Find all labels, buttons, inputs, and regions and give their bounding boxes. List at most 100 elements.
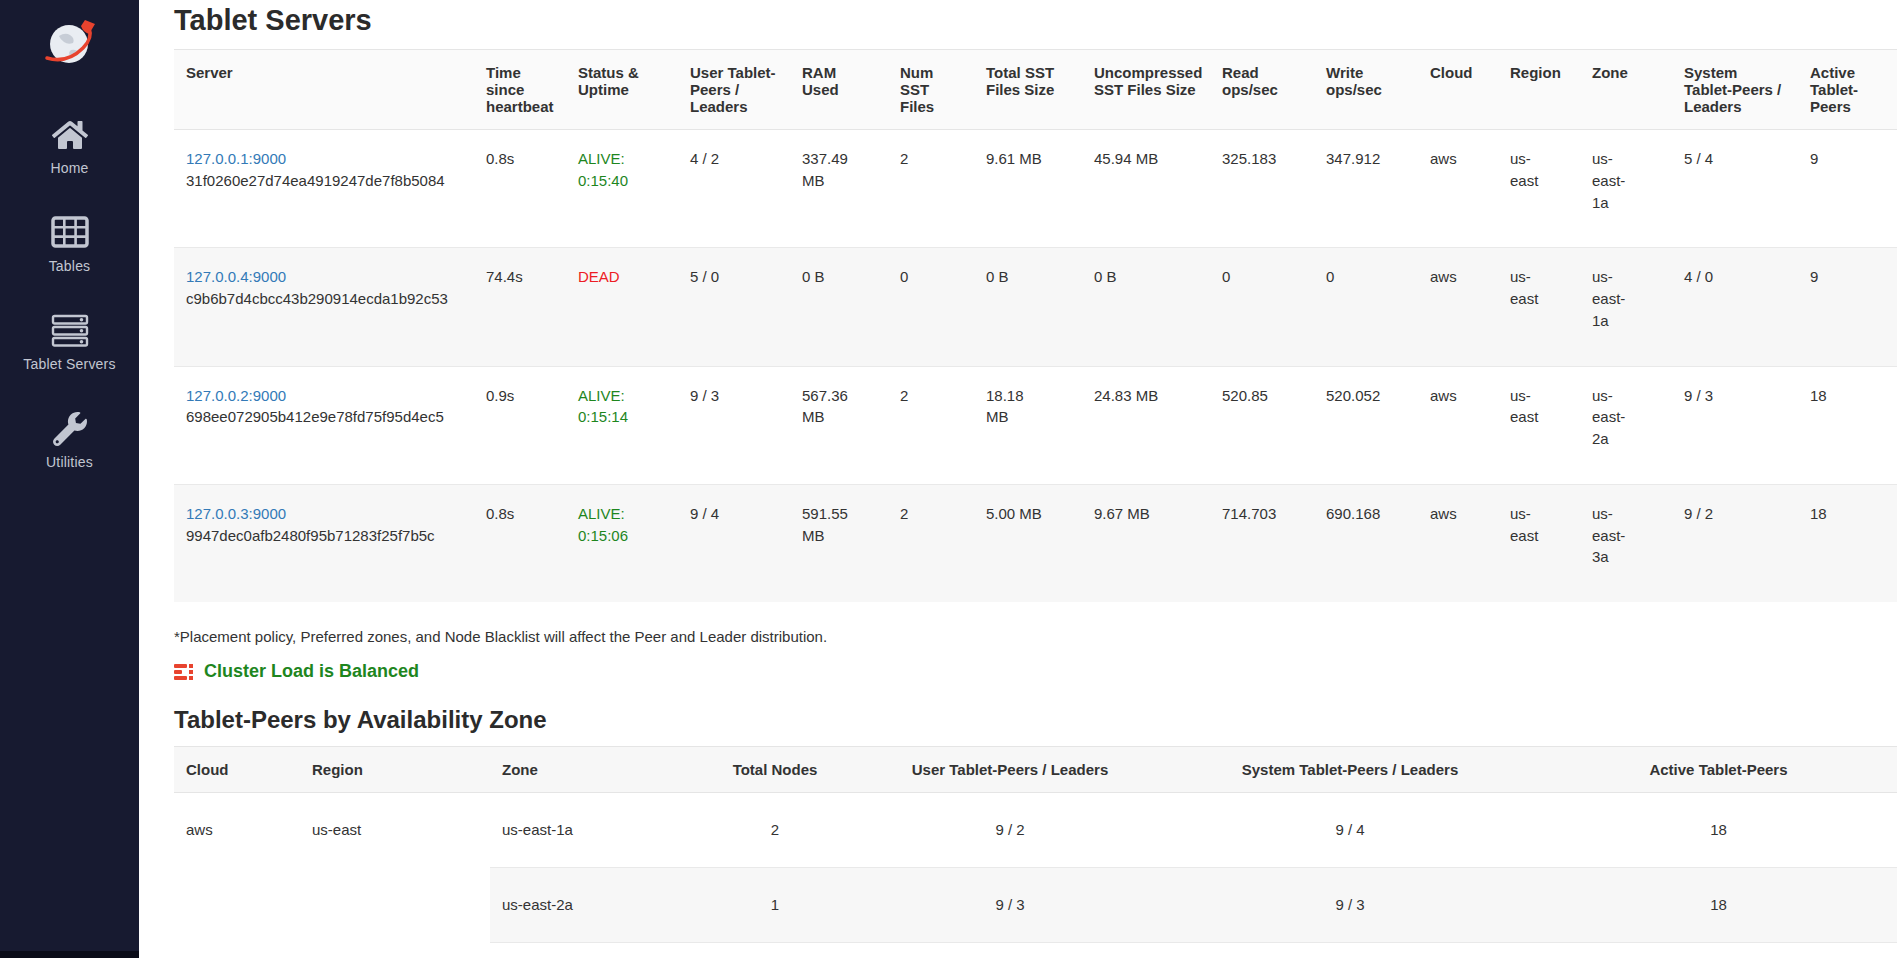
server-cell: 127.0.0.1:9000 31f0260e27d74ea4919247de7… [174,130,474,248]
system-peers-cell: 9 / 2 [1672,484,1798,602]
load-balancer-icon [174,663,194,680]
table-row: 127.0.0.2:9000 698ee072905b412e9e78fd75f… [174,366,1897,484]
total-nodes-cell: 1 [690,942,860,958]
ram-cell: 591.55 MB [790,484,888,602]
col-header-total-sst: Total SST Files Size [974,50,1082,130]
cloud-cell: aws [1418,248,1498,366]
total-sst-value: 0 B [986,266,1044,288]
uncompressed-sst-cell: 24.83 MB [1082,366,1210,484]
user-peers-cell: 9 / 3 [678,366,790,484]
system-peers-cell: 5 / 4 [1672,130,1798,248]
az-peers-table: Cloud Region Zone Total Nodes User Table… [174,746,1897,958]
read-ops-cell: 714.703 [1210,484,1314,602]
total-nodes-cell: 2 [690,793,860,868]
write-ops-cell: 0 [1314,248,1418,366]
num-sst-cell: 2 [888,130,974,248]
sidebar-item-label: Utilities [0,454,139,470]
user-peers-cell: 9 / 4 [860,942,1160,958]
zone-cell: us-east-1a [490,793,690,868]
active-peers-cell: 18 [1798,484,1897,602]
yugabyte-logo-icon[interactable] [39,12,101,74]
active-peers-cell: 9 [1798,130,1897,248]
cluster-status-label: Cluster Load is Balanced [204,661,419,682]
col-header-num-sst: Num SST Files [888,50,974,130]
zone-cell: us-east-1a [1580,248,1672,366]
active-peers-cell: 9 [1798,248,1897,366]
sidebar-item-tablet-servers[interactable]: Tablet Servers [0,314,139,372]
server-address-link[interactable]: 127.0.0.1:9000 [186,150,286,167]
write-ops-cell: 347.912 [1314,130,1418,248]
region-cell: us-east [1498,484,1580,602]
heartbeat-cell: 0.9s [474,366,566,484]
col-header-cloud: Cloud [174,747,300,793]
col-header-active-peers: Active Tablet-Peers [1540,747,1897,793]
status-badge: ALIVE: [578,385,666,407]
uncompressed-sst-cell: 45.94 MB [1082,130,1210,248]
user-peers-cell: 9 / 3 [860,867,1160,942]
sidebar-item-utilities[interactable]: Utilities [0,412,139,470]
sidebar-item-label: Tablet Servers [0,356,139,372]
status-badge: ALIVE: [578,148,666,170]
table-row: aws us-east us-east-1a 2 9 / 2 9 / 4 18 [174,793,1897,868]
col-header-zone: Zone [1580,50,1672,130]
ram-value: 591.55 MB [802,503,858,547]
status-cell: ALIVE: 0:15:14 [566,366,678,484]
az-section-title: Tablet-Peers by Availability Zone [174,706,1896,734]
page-title: Tablet Servers [174,4,1896,37]
tablet-servers-table: Server Time since heartbeat Status & Upt… [174,49,1897,602]
sidebar-item-label: Home [0,160,139,176]
server-address-link[interactable]: 127.0.0.3:9000 [186,505,286,522]
cloud-cell: aws [1418,130,1498,248]
server-uuid: 9947dec0afb2480f95b71283f25f7b5c [186,525,462,547]
cloud-cell: aws [1418,366,1498,484]
sidebar-nav: Home Tables [0,118,139,510]
region-cell: us-east [1498,130,1580,248]
col-header-cloud: Cloud [1418,50,1498,130]
servers-table-header-row: Server Time since heartbeat Status & Upt… [174,50,1897,130]
table-row: 127.0.0.1:9000 31f0260e27d74ea4919247de7… [174,130,1897,248]
server-cell: 127.0.0.3:9000 9947dec0afb2480f95b71283f… [174,484,474,602]
region-cell: us-east [300,793,490,958]
ram-value: 0 B [802,266,858,288]
sidebar-item-tables[interactable]: Tables [0,216,139,274]
col-header-system-peers: System Tablet-Peers / Leaders [1672,50,1798,130]
system-peers-cell: 9 / 3 [1160,867,1540,942]
main-content: Tablet Servers Server Time since heartbe… [139,0,1900,958]
total-sst-cell: 5.00 MB [974,484,1082,602]
user-peers-cell: 4 / 2 [678,130,790,248]
region-cell: us-east [1498,248,1580,366]
home-icon [0,118,139,156]
status-cell: ALIVE: 0:15:40 [566,130,678,248]
active-peers-cell: 18 [1540,793,1897,868]
read-ops-cell: 325.183 [1210,130,1314,248]
region-value: us-east [1510,148,1546,192]
ram-cell: 0 B [790,248,888,366]
table-row: 127.0.0.3:9000 9947dec0afb2480f95b71283f… [174,484,1897,602]
active-peers-cell: 18 [1798,366,1897,484]
col-header-user-peers: User Tablet-Peers / Leaders [860,747,1160,793]
system-peers-cell: 9 / 3 [1672,366,1798,484]
zone-value: us-east-1a [1592,148,1638,213]
col-header-ram: RAM Used [790,50,888,130]
region-cell: us-east [1498,366,1580,484]
ram-cell: 337.49 MB [790,130,888,248]
col-header-active-peers: Active Tablet-Peers [1798,50,1897,130]
sidebar-item-label: Tables [0,258,139,274]
region-value: us-east [1510,503,1546,547]
server-address-link[interactable]: 127.0.0.2:9000 [186,387,286,404]
col-header-user-peers: User Tablet-Peers / Leaders [678,50,790,130]
uncompressed-sst-cell: 0 B [1082,248,1210,366]
sidebar-item-home[interactable]: Home [0,118,139,176]
table-row: 127.0.0.4:9000 c9b6b7d4cbcc43b290914ecda… [174,248,1897,366]
total-sst-cell: 9.61 MB [974,130,1082,248]
uncompressed-sst-cell: 9.67 MB [1082,484,1210,602]
col-header-total-nodes: Total Nodes [690,747,860,793]
write-ops-cell: 690.168 [1314,484,1418,602]
heartbeat-cell: 0.8s [474,484,566,602]
total-sst-cell: 0 B [974,248,1082,366]
col-header-region: Region [300,747,490,793]
server-address-link[interactable]: 127.0.0.4:9000 [186,268,286,285]
system-peers-cell: 9 / 2 [1160,942,1540,958]
cluster-load-status: Cluster Load is Balanced [174,661,1896,682]
az-table-header-row: Cloud Region Zone Total Nodes User Table… [174,747,1897,793]
